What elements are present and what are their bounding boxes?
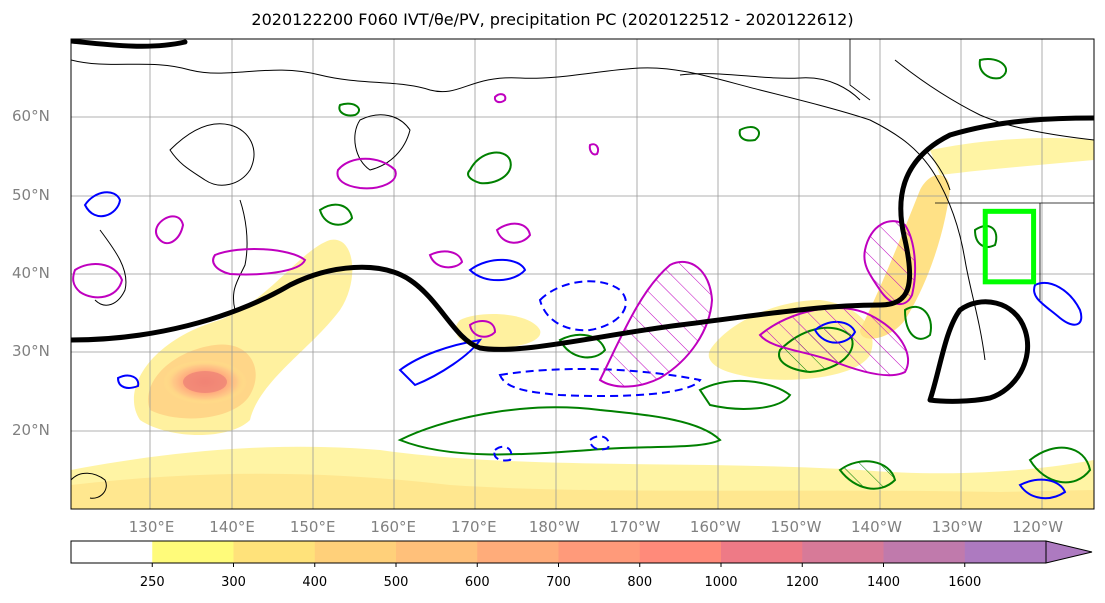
colorbar <box>70 540 1093 567</box>
colorbar-tick-label: 1000 <box>704 575 738 590</box>
lat-label: 20°N <box>12 420 50 439</box>
colorbar-tick-label: 1400 <box>866 575 901 590</box>
lon-label: 160°E <box>370 518 417 536</box>
colorbar-tick-label: 250 <box>139 575 165 590</box>
lon-label: 130°W <box>931 518 983 536</box>
lon-label: 140°W <box>851 518 902 536</box>
colorbar-tick-label: 1200 <box>785 575 819 590</box>
lon-label: 120°W <box>1012 518 1064 536</box>
theta-e-contour <box>71 39 1094 404</box>
lon-label: 130°E <box>128 518 175 536</box>
lon-label: 170°E <box>450 518 497 536</box>
colorbar-tick-label: 700 <box>546 575 571 590</box>
ivt-shading <box>71 138 1094 509</box>
lat-label: 30°N <box>12 342 50 361</box>
coastlines <box>71 59 1094 499</box>
lat-label: 50°N <box>12 185 50 204</box>
lon-label: 160°W <box>689 518 741 536</box>
colorbar-segment <box>558 541 641 563</box>
colorbar-extend-arrow <box>1045 540 1093 564</box>
lon-label: 150°W <box>770 518 822 536</box>
colorbar-segment <box>314 541 397 563</box>
pv-negative-contours <box>493 280 702 462</box>
colorbar-tick-label: 400 <box>302 575 328 590</box>
highlight-region-box <box>982 208 1037 285</box>
map-title: 2020122200 F060 IVT/θe/PV, precipitation… <box>251 10 854 29</box>
colorbar-segment <box>396 541 478 563</box>
colorbar-segment <box>639 541 722 563</box>
colorbar-tick-label: 800 <box>627 575 653 590</box>
pv-contours <box>83 191 1083 500</box>
colorbar-tick-label: 1600 <box>948 575 982 590</box>
lon-label: 180°W <box>528 518 580 536</box>
colorbar-segment <box>71 541 153 563</box>
colorbar-tick-label: 300 <box>221 575 246 590</box>
lat-label: 60°N <box>12 107 50 126</box>
colorbar-segment <box>883 541 966 563</box>
graticule <box>71 39 1094 509</box>
colorbar-segment <box>721 541 803 563</box>
colorbar-segment <box>477 541 559 563</box>
colorbar-segment <box>233 541 316 563</box>
colorbar-segment <box>964 541 1047 563</box>
lat-label: 40°N <box>12 264 50 282</box>
map-frame <box>70 38 1095 510</box>
ivt-region-hatched <box>598 220 917 388</box>
colorbar-segment <box>152 541 234 563</box>
colorbar-segment <box>802 541 884 563</box>
lon-label: 150°E <box>289 518 336 536</box>
ivt-region-contours <box>72 93 600 338</box>
colorbar-tick-label: 600 <box>464 575 490 590</box>
lon-label: 140°E <box>209 518 255 536</box>
lon-label: 170°W <box>609 518 661 536</box>
colorbar-tick-label: 500 <box>383 575 409 590</box>
